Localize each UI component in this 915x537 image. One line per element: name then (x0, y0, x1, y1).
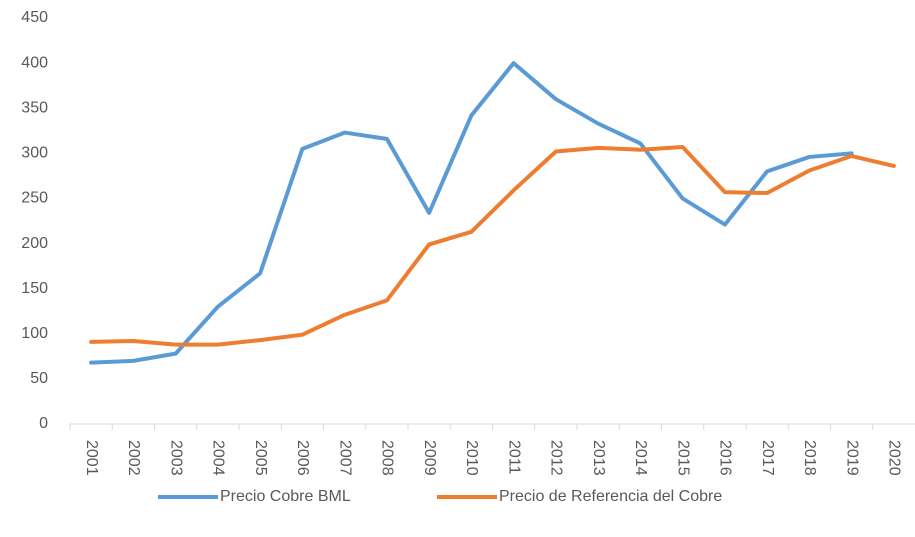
y-tick-label: 200 (21, 235, 48, 252)
y-tick-label: 350 (21, 99, 48, 116)
y-tick-label: 50 (30, 370, 48, 387)
legend-label: Precio de Referencia del Cobre (499, 488, 722, 505)
x-tick-label: 2016 (717, 440, 734, 476)
x-tick-label: 2020 (886, 440, 903, 476)
x-tick-label: 2002 (125, 440, 142, 476)
series-line (89, 145, 896, 347)
y-tick-label: 300 (21, 145, 48, 162)
y-tick-label: 150 (21, 280, 48, 297)
x-tick-label: 2010 (463, 440, 480, 476)
x-tick-label: 2009 (421, 440, 438, 476)
x-tick-label: 2003 (167, 440, 184, 476)
x-tick-label: 2011 (505, 440, 522, 475)
x-tick-label: 2017 (759, 440, 776, 476)
y-tick-label: 250 (21, 190, 48, 207)
y-tick-label: 400 (21, 54, 48, 71)
y-tick-label: 100 (21, 325, 48, 342)
x-tick-label: 2012 (548, 440, 565, 476)
x-tick-label: 2018 (801, 440, 818, 476)
y-tick-label: 0 (39, 415, 48, 432)
x-tick-label: 2015 (674, 440, 691, 476)
x-tick-label: 2001 (83, 440, 100, 476)
x-tick-label: 2007 (336, 440, 353, 476)
x-tick-label: 2004 (210, 440, 227, 476)
legend-label: Precio Cobre BML (220, 488, 351, 505)
x-tick-label: 2019 (843, 440, 860, 476)
x-tick-label: 2014 (632, 440, 649, 476)
y-tick-label: 450 (21, 9, 48, 26)
x-tick-label: 2005 (252, 440, 269, 476)
x-tick-label: 2008 (379, 440, 396, 476)
x-tick-label: 2013 (590, 440, 607, 476)
series-line (89, 61, 854, 365)
x-tick-label: 2006 (294, 440, 311, 476)
